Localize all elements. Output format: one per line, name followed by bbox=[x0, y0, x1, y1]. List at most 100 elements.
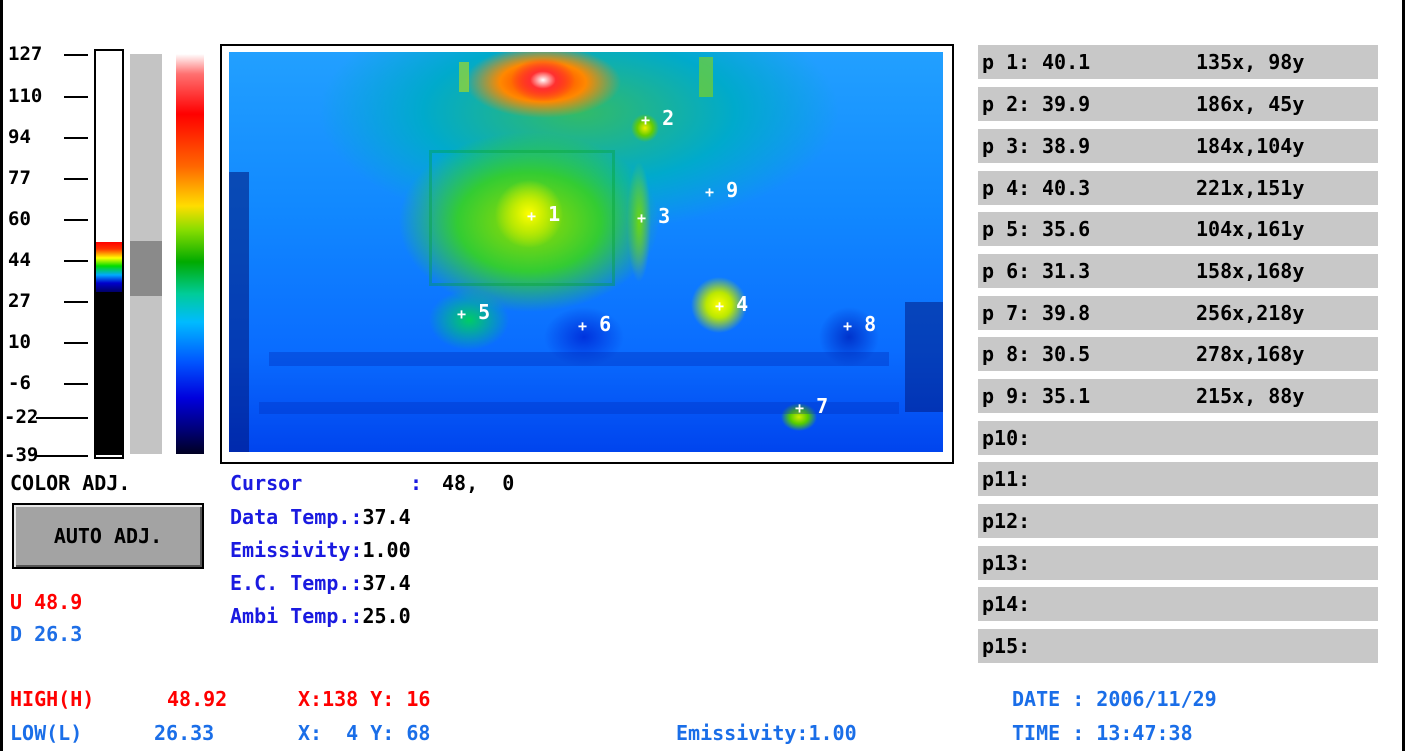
low-label: LOW(L) bbox=[10, 721, 83, 745]
point-coord: 104x,161y bbox=[1196, 217, 1305, 241]
measurement-marker[interactable]: + 9 bbox=[705, 178, 739, 202]
scale-tick-label: -39 bbox=[4, 444, 39, 466]
upper-limit-value: U 48.9 bbox=[10, 590, 83, 614]
scale-tick-label: 110 bbox=[8, 85, 43, 107]
scale-tick-label: 27 bbox=[8, 290, 31, 312]
scale-tick-label: 77 bbox=[8, 167, 31, 189]
point-label: p 8: bbox=[982, 342, 1031, 366]
point-coord: 158x,168y bbox=[1196, 259, 1305, 283]
point-label: p 5: bbox=[982, 217, 1031, 241]
low-position: X: 4 Y: 68 bbox=[298, 721, 431, 745]
point-row[interactable]: p14: bbox=[978, 587, 1378, 621]
point-row[interactable]: p 5: 35.6 104x,161y bbox=[978, 212, 1378, 246]
scale-tick bbox=[64, 383, 88, 385]
point-temp: 40.3 bbox=[1042, 176, 1091, 200]
point-row[interactable]: p 1: 40.1 135x, 98y bbox=[978, 45, 1378, 79]
point-label: p 7: bbox=[982, 301, 1031, 325]
point-row[interactable]: p 8: 30.5 278x,168y bbox=[978, 337, 1378, 371]
point-coord: 184x,104y bbox=[1196, 134, 1305, 158]
ambi-temp-readout: Ambi Temp.:25.0 bbox=[230, 604, 411, 628]
scale-tick-label: -22 bbox=[4, 406, 39, 428]
point-temp: 40.1 bbox=[1042, 50, 1091, 74]
point-row[interactable]: p 6: 31.3 158x,168y bbox=[978, 254, 1378, 288]
point-row[interactable]: p 7: 39.8 256x,218y bbox=[978, 296, 1378, 330]
point-label: p 9: bbox=[982, 384, 1031, 408]
ambi-temp-label: Ambi Temp.: bbox=[230, 604, 363, 628]
high-value: 48.92 bbox=[167, 687, 228, 711]
date-readout: DATE : 2006/11/29 bbox=[1012, 687, 1217, 711]
point-temp: 30.5 bbox=[1042, 342, 1091, 366]
high-position: X:138 Y: 16 bbox=[298, 687, 431, 711]
scale-tick bbox=[64, 342, 88, 344]
scale-tick bbox=[64, 178, 88, 180]
scale-tick bbox=[36, 417, 88, 419]
measurement-marker[interactable]: + 3 bbox=[637, 204, 671, 228]
point-row[interactable]: p11: bbox=[978, 462, 1378, 496]
color-adj-label: COLOR ADJ. bbox=[10, 471, 131, 495]
level-bar-color-window bbox=[96, 242, 122, 292]
scale-tick-label: 44 bbox=[8, 249, 31, 271]
point-label: p 4: bbox=[982, 176, 1031, 200]
point-temp: 35.6 bbox=[1042, 217, 1091, 241]
cursor-label: Cursor bbox=[230, 471, 303, 495]
right-border bbox=[1402, 0, 1405, 751]
measurement-marker[interactable]: + 8 bbox=[843, 312, 877, 336]
point-row[interactable]: p 4: 40.3 221x,151y bbox=[978, 171, 1378, 205]
point-coord: 278x,168y bbox=[1196, 342, 1305, 366]
scale-tick bbox=[36, 455, 88, 457]
data-temp-readout: Data Temp.:37.4 bbox=[230, 505, 411, 529]
low-value: 26.33 bbox=[154, 721, 215, 745]
range-slider-handle[interactable] bbox=[130, 241, 162, 296]
high-label: HIGH(H) bbox=[10, 687, 95, 711]
scale-tick bbox=[64, 219, 88, 221]
data-temp-label: Data Temp.: bbox=[230, 505, 363, 529]
point-temp: 38.9 bbox=[1042, 134, 1091, 158]
scale-tick-label: 127 bbox=[8, 43, 43, 65]
measurement-marker[interactable]: + 5 bbox=[457, 300, 491, 324]
emissivity-readout: Emissivity:1.00 bbox=[230, 538, 411, 562]
cursor-value: 48, 0 bbox=[442, 471, 515, 495]
scale-tick bbox=[64, 301, 88, 303]
point-label: p 1: bbox=[982, 50, 1031, 74]
point-temp: 39.8 bbox=[1042, 301, 1091, 325]
scale-tick-label: 60 bbox=[8, 208, 31, 230]
point-row[interactable]: p12: bbox=[978, 504, 1378, 538]
cursor-separator: : bbox=[410, 471, 423, 495]
time-readout: TIME : 13:47:38 bbox=[1012, 721, 1193, 745]
point-row[interactable]: p 9: 35.1 215x, 88y bbox=[978, 379, 1378, 413]
color-palette-bar bbox=[176, 54, 204, 454]
scale-tick bbox=[64, 260, 88, 262]
point-row[interactable]: p 3: 38.9 184x,104y bbox=[978, 129, 1378, 163]
point-temp: 31.3 bbox=[1042, 259, 1091, 283]
point-row[interactable]: p15: bbox=[978, 629, 1378, 663]
point-label: p14: bbox=[982, 592, 1031, 616]
measurement-marker[interactable]: + 4 bbox=[715, 292, 749, 316]
left-border bbox=[0, 0, 3, 751]
point-row[interactable]: p 2: 39.9 186x, 45y bbox=[978, 87, 1378, 121]
measurement-marker[interactable]: + 6 bbox=[578, 312, 612, 336]
scale-tick-label: -6 bbox=[8, 372, 31, 394]
emissivity-value: 1.00 bbox=[362, 538, 411, 562]
measurement-marker[interactable]: + 1 bbox=[527, 202, 561, 226]
point-label: p11: bbox=[982, 467, 1031, 491]
point-row[interactable]: p13: bbox=[978, 546, 1378, 580]
cursor-readout: Cursor:48, 0 bbox=[230, 471, 514, 495]
point-label: p13: bbox=[982, 551, 1031, 575]
point-label: p10: bbox=[982, 426, 1031, 450]
ec-temp-label: E.C. Temp.: bbox=[230, 571, 363, 595]
measurement-marker[interactable]: + 2 bbox=[641, 106, 675, 130]
point-temp: 39.9 bbox=[1042, 92, 1091, 116]
scale-tick-label: 10 bbox=[8, 331, 31, 353]
point-row[interactable]: p10: bbox=[978, 421, 1378, 455]
lower-limit-value: D 26.3 bbox=[10, 622, 83, 646]
level-bar-fill bbox=[96, 291, 122, 455]
data-temp-value: 37.4 bbox=[362, 505, 411, 529]
auto-adj-button[interactable]: AUTO ADJ. bbox=[12, 503, 204, 569]
ec-temp-readout: E.C. Temp.:37.4 bbox=[230, 571, 411, 595]
emissivity-footer: Emissivity:1.00 bbox=[676, 721, 857, 745]
point-label: p 2: bbox=[982, 92, 1031, 116]
measurement-marker[interactable]: + 7 bbox=[795, 394, 829, 418]
thermal-image[interactable]: + 1 + 2 + 3 + 4 + 5 + 6 + 7 + 8 + 9 bbox=[229, 52, 943, 452]
point-temp: 35.1 bbox=[1042, 384, 1091, 408]
point-label: p15: bbox=[982, 634, 1031, 658]
